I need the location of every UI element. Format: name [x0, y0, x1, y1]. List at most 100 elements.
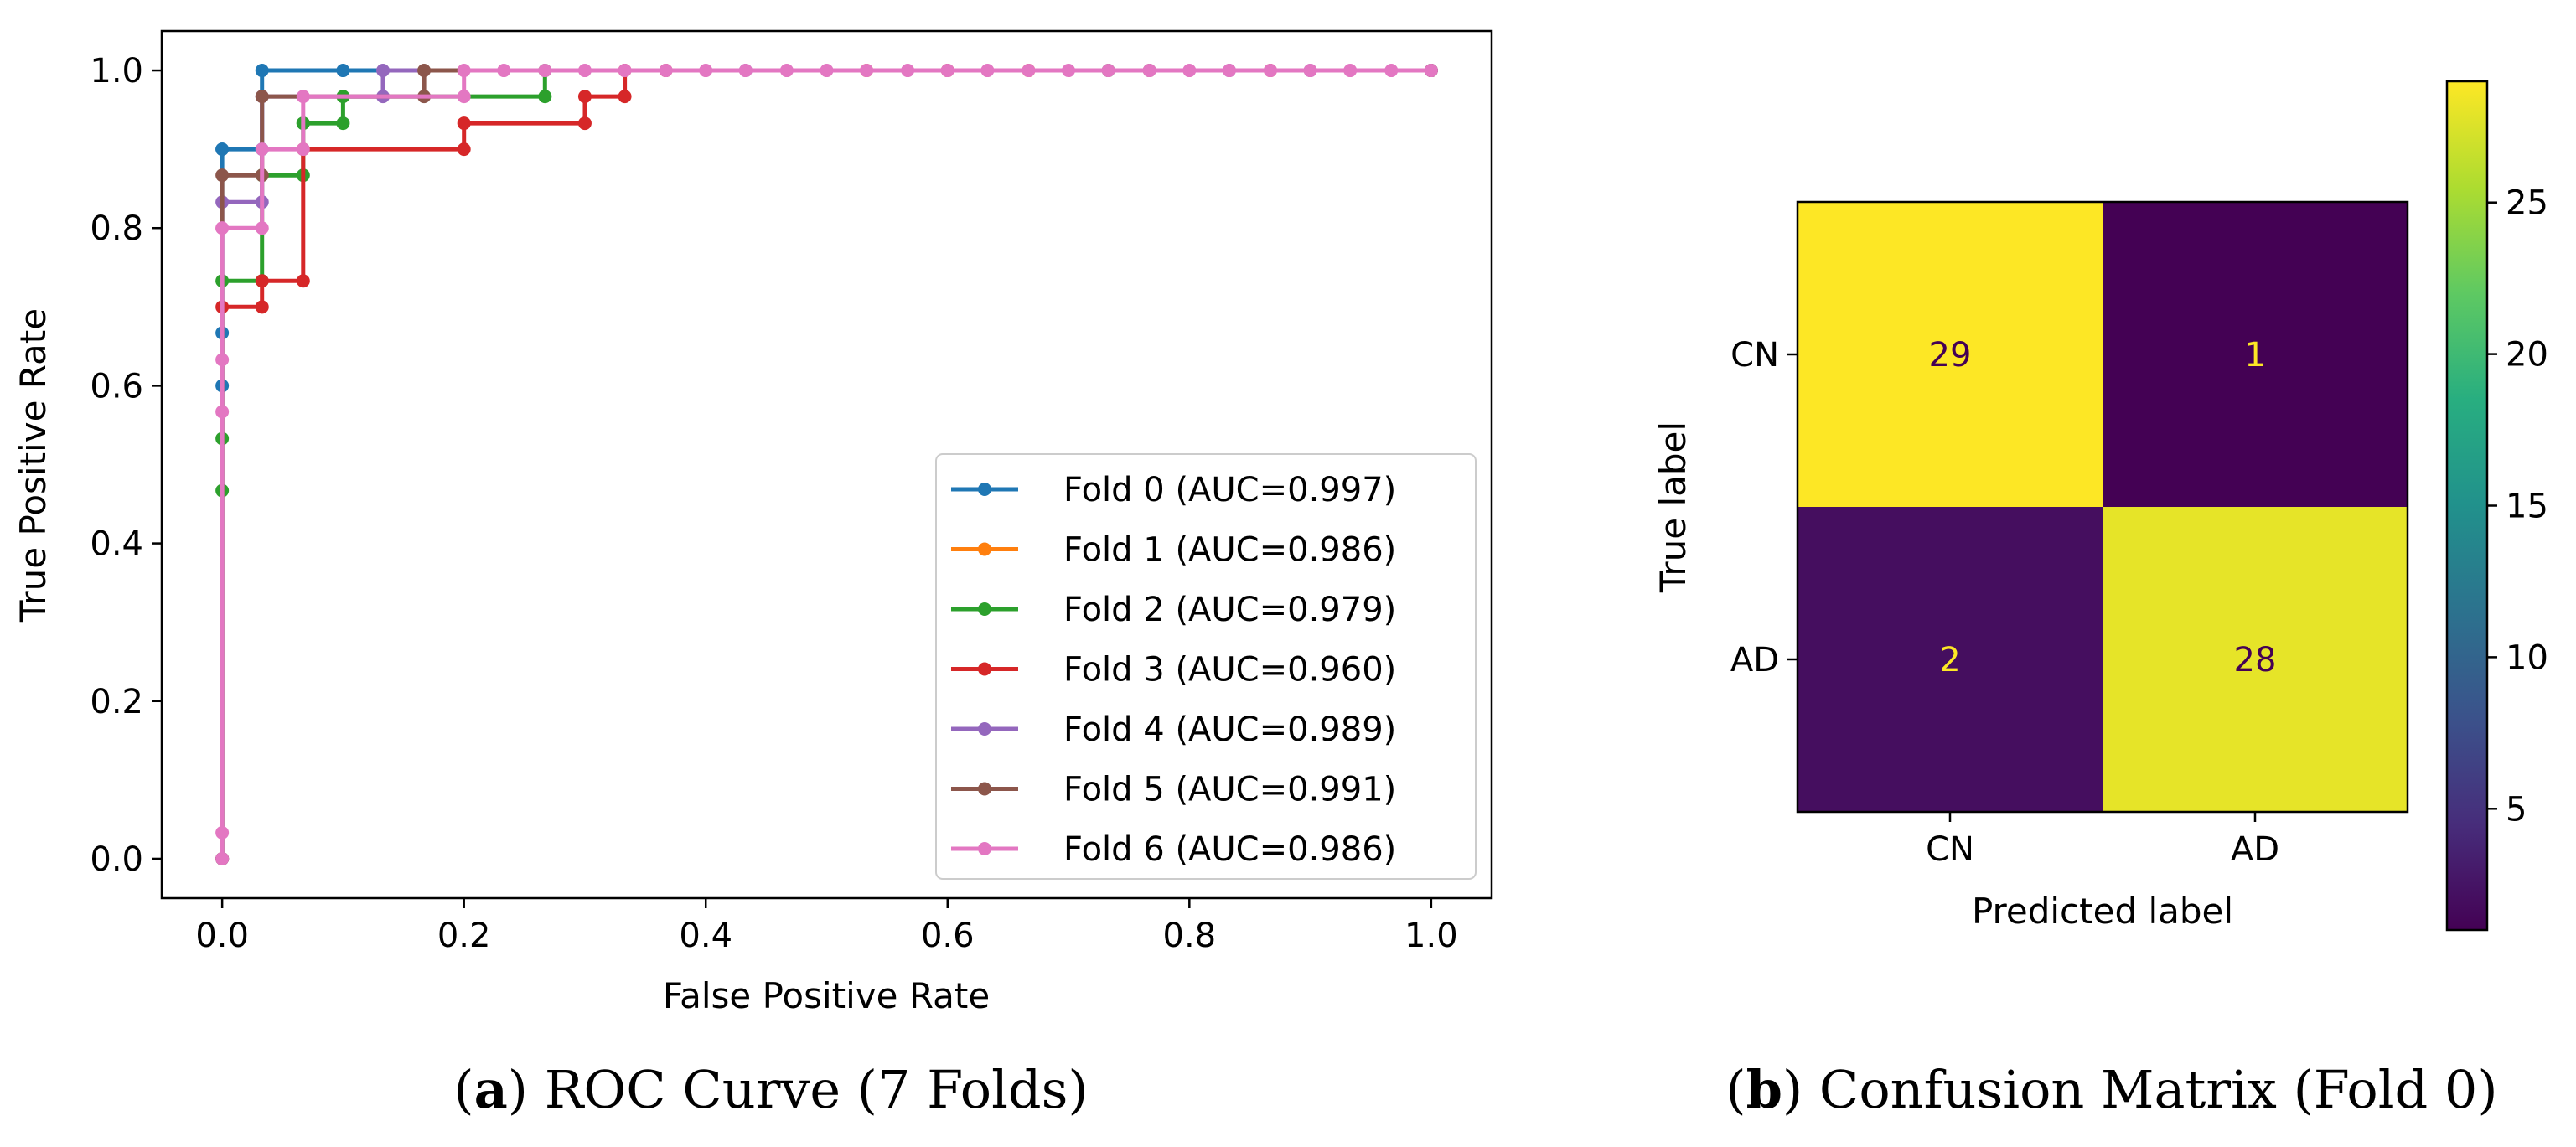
- roc-y-tick-label: 0.2: [90, 683, 143, 721]
- legend-label-fold-4: Fold 4 (AUC=0.989): [1063, 710, 1396, 749]
- roc-point-fold-3: [457, 142, 471, 157]
- roc-x-tick-label: 0.0: [195, 917, 249, 955]
- roc-y-tick-label: 0.8: [90, 209, 143, 248]
- legend-marker-fold-5: [978, 782, 991, 796]
- roc-y-axis-title: True Positive Rate: [13, 308, 54, 623]
- legend-entry-fold-4: Fold 4 (AUC=0.989): [951, 710, 1396, 749]
- roc-point-fold-6: [1142, 64, 1156, 78]
- cm-x-tick-label: AD: [2231, 830, 2279, 869]
- roc-point-fold-6: [538, 64, 552, 78]
- roc-y-tick-label: 0.0: [90, 840, 143, 879]
- roc-point-fold-4: [376, 64, 391, 78]
- roc-series-fold-6: [215, 64, 1438, 865]
- roc-point-fold-6: [860, 64, 874, 78]
- legend-marker-fold-4: [978, 722, 991, 736]
- roc-point-fold-6: [215, 851, 230, 865]
- cm-cell-1-0: [1798, 507, 2103, 812]
- roc-point-fold-6: [1062, 64, 1076, 78]
- roc-point-fold-6: [296, 142, 310, 157]
- roc-point-fold-2: [336, 116, 350, 131]
- cm-x-tick-label: CN: [1926, 830, 1974, 869]
- legend-label-fold-1: Fold 1 (AUC=0.986): [1063, 531, 1396, 570]
- roc-x-tick-label: 0.6: [921, 917, 975, 955]
- cm-cells: 29 1 2 28: [1798, 202, 2408, 812]
- roc-point-fold-6: [618, 64, 632, 78]
- roc-series-group: [215, 64, 1438, 865]
- caption-b: (b) Confusion Matrix (Fold 0): [1725, 1059, 2497, 1120]
- cm-cell-value-0-0: 29: [1929, 336, 1972, 375]
- caption-a: (a) ROC Curve (7 Folds): [453, 1059, 1088, 1120]
- roc-point-fold-6: [215, 405, 230, 419]
- roc-point-fold-6: [215, 221, 230, 235]
- cm-ticks: CN AD CN AD: [1730, 336, 2279, 869]
- roc-point-fold-6: [1384, 64, 1399, 78]
- roc-x-tick-label: 0.8: [1163, 917, 1217, 955]
- roc-y-tick-label: 0.4: [90, 525, 143, 564]
- cm-cell-value-0-1: 1: [2244, 336, 2265, 375]
- colorbar-tick-label: 10: [2506, 638, 2548, 677]
- roc-chart: 0.0 0.2 0.4 0.6 0.8 1.0 0.0 0.2 0.4 0.6 0.8 1.0 Fa…: [13, 29, 1493, 1016]
- roc-point-fold-6: [1222, 64, 1236, 78]
- legend-entry-fold-2: Fold 2 (AUC=0.979): [951, 591, 1396, 629]
- roc-point-fold-6: [215, 825, 230, 840]
- roc-point-fold-6: [980, 64, 995, 78]
- roc-point-fold-6: [457, 90, 471, 104]
- roc-point-fold-6: [1182, 64, 1197, 78]
- legend-label-fold-2: Fold 2 (AUC=0.979): [1063, 591, 1396, 629]
- roc-point-fold-6: [215, 353, 230, 367]
- roc-point-fold-3: [618, 90, 632, 104]
- roc-point-fold-3: [296, 274, 310, 288]
- cm-cell-value-1-0: 2: [1939, 641, 1960, 679]
- roc-y-axis: 0.0 0.2 0.4 0.6 0.8 1.0: [90, 52, 162, 879]
- cm-cell-0-0: [1798, 202, 2103, 507]
- roc-point-fold-6: [659, 64, 673, 78]
- colorbar-tick-label: 25: [2506, 184, 2548, 223]
- colorbar-tick-label: 15: [2506, 488, 2548, 526]
- legend-marker-fold-2: [978, 602, 991, 616]
- roc-point-fold-6: [1101, 64, 1115, 78]
- caption-b-letter: b: [1746, 1059, 1782, 1120]
- legend-entry-fold-5: Fold 5 (AUC=0.991): [951, 771, 1396, 809]
- roc-point-fold-3: [457, 116, 471, 131]
- legend-label-fold-5: Fold 5 (AUC=0.991): [1063, 771, 1396, 809]
- legend-marker-fold-3: [978, 662, 991, 676]
- roc-point-fold-5: [255, 90, 269, 104]
- roc-point-fold-3: [255, 274, 269, 288]
- legend-label-fold-0: Fold 0 (AUC=0.997): [1063, 471, 1396, 509]
- cm-cell-value-1-1: 28: [2234, 641, 2277, 679]
- cm-cell-1-1: [2103, 507, 2408, 812]
- roc-x-axis-title: False Positive Rate: [663, 975, 990, 1016]
- roc-point-fold-0: [336, 64, 350, 78]
- roc-x-tick-label: 0.2: [437, 917, 491, 955]
- cm-y-tick-label: CN: [1730, 336, 1779, 375]
- colorbar-tick-label: 20: [2506, 336, 2548, 375]
- roc-point-fold-0: [255, 64, 269, 78]
- cm-y-tick-label: AD: [1730, 641, 1779, 679]
- caption-a-letter: a: [474, 1059, 508, 1120]
- legend-marker-fold-1: [978, 542, 991, 556]
- roc-y-tick-label: 0.6: [90, 367, 143, 406]
- legend-entry-fold-6: Fold 6 (AUC=0.986): [951, 830, 1396, 869]
- roc-point-fold-6: [738, 64, 753, 78]
- roc-point-fold-6: [1303, 64, 1317, 78]
- roc-point-fold-6: [699, 64, 713, 78]
- roc-x-tick-label: 1.0: [1404, 917, 1458, 955]
- roc-point-fold-6: [1263, 64, 1277, 78]
- roc-point-fold-0: [215, 142, 230, 157]
- roc-point-fold-6: [940, 64, 954, 78]
- roc-point-fold-6: [1022, 64, 1036, 78]
- legend-entry-fold-1: Fold 1 (AUC=0.986): [951, 531, 1396, 570]
- roc-point-fold-3: [255, 300, 269, 314]
- roc-point-fold-6: [1424, 64, 1438, 78]
- roc-point-fold-5: [417, 64, 432, 78]
- legend-label-fold-6: Fold 6 (AUC=0.986): [1063, 830, 1396, 869]
- roc-point-fold-6: [779, 64, 794, 78]
- caption-b-text: Confusion Matrix (Fold 0): [1819, 1059, 2498, 1120]
- cm-y-axis-title: True label: [1653, 421, 1694, 593]
- cm-cell-0-1: [2103, 202, 2408, 507]
- roc-point-fold-6: [255, 142, 269, 157]
- roc-point-fold-6: [820, 64, 834, 78]
- roc-x-axis: 0.0 0.2 0.4 0.6 0.8 1.0: [195, 898, 1458, 955]
- roc-point-fold-6: [1343, 64, 1358, 78]
